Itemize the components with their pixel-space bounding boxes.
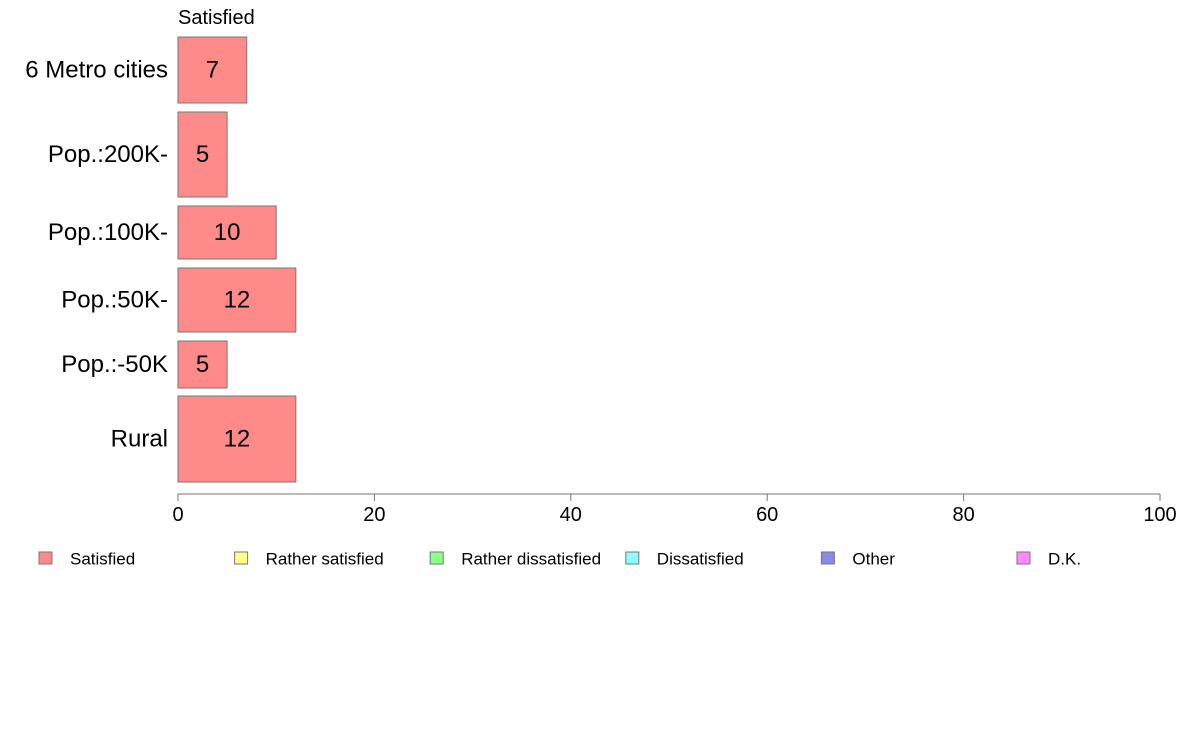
series-title: Satisfied xyxy=(178,7,255,29)
legend-swatch xyxy=(234,551,249,565)
value-label: 12 xyxy=(224,426,251,453)
legend-label: Rather satisfied xyxy=(266,550,384,569)
legend-label: Dissatisfied xyxy=(657,550,744,569)
category-label: Pop.:100K- xyxy=(48,219,168,246)
bar xyxy=(177,205,277,260)
value-label: 5 xyxy=(196,141,209,168)
value-label: 7 xyxy=(206,57,219,84)
category-label: Pop.:50K- xyxy=(61,287,168,314)
legend-label: Other xyxy=(852,550,895,569)
value-label: 10 xyxy=(214,219,241,246)
legend-swatch xyxy=(429,551,444,565)
value-label: 12 xyxy=(224,287,251,314)
x-tick-label: 20 xyxy=(363,504,385,526)
bar xyxy=(177,267,297,333)
category-label: Pop.:200K- xyxy=(48,141,168,168)
x-tick-label: 100 xyxy=(1143,504,1176,526)
category-label: Rural xyxy=(111,426,168,453)
x-tick-label: 60 xyxy=(756,504,778,526)
legend-label: D.K. xyxy=(1048,550,1081,569)
legend-swatch xyxy=(820,551,835,565)
bars: 6 Metro cities 7 Pop.:200K- 5 Pop.:100K- 10 Po… xyxy=(25,36,297,483)
category-label: Pop.:-50K xyxy=(61,351,168,378)
x-tick-label: 40 xyxy=(560,504,582,526)
bar xyxy=(177,340,228,389)
bar xyxy=(177,36,248,104)
bar xyxy=(177,395,297,483)
x-axis: 0 20 40 60 80 100 xyxy=(172,493,1177,526)
value-label: 5 xyxy=(196,351,209,378)
legend-label: Satisfied xyxy=(70,550,135,569)
x-tick-label: 0 xyxy=(172,504,183,526)
legend-swatch xyxy=(1016,551,1031,565)
legend-label: Rather dissatisfied xyxy=(461,550,601,569)
legend-swatch xyxy=(38,551,53,565)
category-label: 6 Metro cities xyxy=(25,57,168,84)
legend: Satisfied Rather satisfied Rather dissatis… xyxy=(38,550,1081,569)
bar xyxy=(177,111,228,198)
legend-swatch xyxy=(625,551,640,565)
x-tick-label: 80 xyxy=(952,504,974,526)
